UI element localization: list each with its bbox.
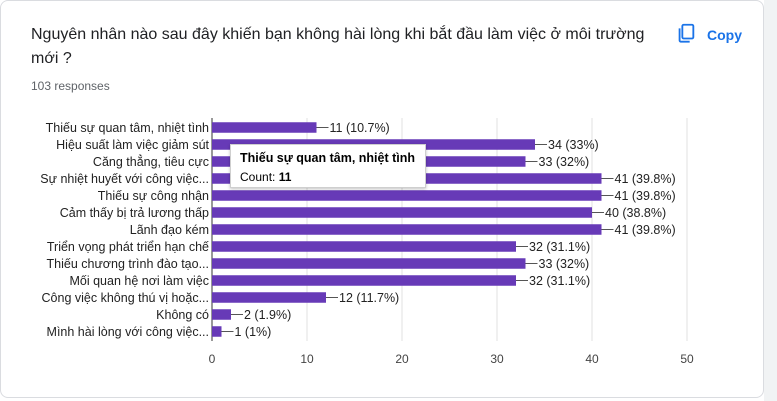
data-label: 11 (10.7%) xyxy=(330,121,390,135)
bar xyxy=(212,258,526,269)
category-label: Triển vọng phát triển hạn chế xyxy=(47,240,209,254)
copy-button[interactable]: Copy xyxy=(675,21,755,49)
bar xyxy=(212,292,326,303)
x-tick-label: 20 xyxy=(395,352,409,366)
data-label: 34 (33%) xyxy=(548,138,599,152)
bar xyxy=(212,309,231,320)
category-label: Công việc không thú vị hoặc... xyxy=(42,291,209,305)
category-label: Thiếu chương trình đào tạo... xyxy=(47,257,210,271)
bar xyxy=(212,190,602,201)
category-label: Căng thẳng, tiêu cực xyxy=(93,154,209,169)
question-title: Nguyên nhân nào sau đây khiến bạn không … xyxy=(31,26,645,67)
x-tick-label: 50 xyxy=(680,352,694,366)
category-label: Không có xyxy=(156,308,209,322)
x-tick-label: 10 xyxy=(300,352,314,366)
data-label: 1 (1%) xyxy=(235,325,272,339)
bar xyxy=(212,207,592,218)
question-card: Nguyên nhân nào sau đây khiến bạn không … xyxy=(0,0,764,398)
data-label: 2 (1.9%) xyxy=(244,308,291,322)
category-label: Sự nhiệt huyết với công việc... xyxy=(40,172,209,186)
x-tick-label: 0 xyxy=(209,352,216,366)
category-label: Thiếu sự công nhận xyxy=(98,189,209,203)
page-scrollbar-track[interactable] xyxy=(764,0,777,401)
category-label: Thiếu sự quan tâm, nhiệt tình xyxy=(46,121,209,135)
bar xyxy=(212,122,317,133)
data-label: 33 (32%) xyxy=(539,155,590,169)
data-label: 40 (38.8%) xyxy=(605,206,666,220)
data-label: 12 (11.7%) xyxy=(339,291,399,305)
category-label: Hiệu suất làm việc giảm sút xyxy=(56,138,209,152)
data-label: 33 (32%) xyxy=(539,257,590,271)
tooltip-title: Thiếu sự quan tâm, nhiệt tình xyxy=(240,151,416,165)
copy-icon xyxy=(675,22,697,49)
category-label: Cảm thấy bị trả lương thấp xyxy=(60,206,209,220)
tooltip-count: Count: 11 xyxy=(240,170,416,184)
bar xyxy=(212,275,516,286)
tooltip-count-value: 11 xyxy=(278,170,292,184)
bar xyxy=(212,326,222,337)
data-label: 41 (39.8%) xyxy=(615,172,676,186)
x-tick-label: 30 xyxy=(490,352,504,366)
data-label: 41 (39.8%) xyxy=(615,223,676,237)
data-label: 32 (31.1%) xyxy=(529,274,590,288)
data-label: 41 (39.8%) xyxy=(615,189,676,203)
response-count: 103 responses xyxy=(31,79,110,93)
category-label: Mối quan hệ nơi làm việc xyxy=(69,274,209,288)
category-label: Lãnh đạo kém xyxy=(130,223,209,237)
data-label: 32 (31.1%) xyxy=(529,240,590,254)
tooltip-count-label: Count: xyxy=(240,170,276,184)
category-label: Mình hài lòng với công việc... xyxy=(47,325,209,339)
chart-tooltip: Thiếu sự quan tâm, nhiệt tình Count: 11 xyxy=(230,144,426,188)
copy-label: Copy xyxy=(707,27,742,43)
bar xyxy=(212,224,602,235)
x-tick-label: 40 xyxy=(585,352,599,366)
bar xyxy=(212,241,516,252)
